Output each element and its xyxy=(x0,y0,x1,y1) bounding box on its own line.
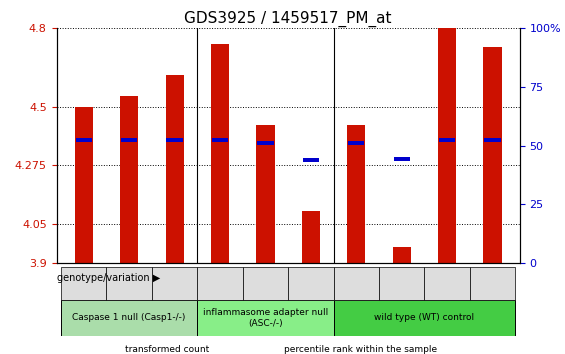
FancyBboxPatch shape xyxy=(333,267,379,299)
Bar xyxy=(76,138,92,142)
Text: wild type (WT) control: wild type (WT) control xyxy=(375,314,475,322)
Title: GDS3925 / 1459517_PM_at: GDS3925 / 1459517_PM_at xyxy=(184,11,392,27)
Bar xyxy=(121,138,137,142)
Bar xyxy=(302,211,320,263)
FancyBboxPatch shape xyxy=(61,267,106,299)
Bar xyxy=(167,138,182,142)
Text: genotype/variation ▶: genotype/variation ▶ xyxy=(58,273,160,283)
Bar xyxy=(75,107,93,263)
Bar xyxy=(106,344,118,354)
FancyBboxPatch shape xyxy=(288,267,333,299)
FancyBboxPatch shape xyxy=(197,299,333,336)
FancyBboxPatch shape xyxy=(197,267,243,299)
Text: inflammasome adapter null
(ASC-/-): inflammasome adapter null (ASC-/-) xyxy=(203,308,328,328)
FancyBboxPatch shape xyxy=(61,299,197,336)
FancyBboxPatch shape xyxy=(152,267,197,299)
FancyBboxPatch shape xyxy=(379,267,424,299)
FancyBboxPatch shape xyxy=(243,267,288,299)
Text: Caspase 1 null (Casp1-/-): Caspase 1 null (Casp1-/-) xyxy=(72,314,186,322)
FancyBboxPatch shape xyxy=(424,267,470,299)
Bar xyxy=(303,158,319,162)
Bar xyxy=(484,47,502,263)
Bar xyxy=(211,44,229,263)
Bar xyxy=(257,125,275,263)
Bar xyxy=(348,141,364,145)
Bar xyxy=(347,125,366,263)
Bar xyxy=(212,138,228,142)
Bar xyxy=(484,138,501,142)
Text: transformed count: transformed count xyxy=(125,345,209,354)
FancyBboxPatch shape xyxy=(333,299,515,336)
Bar xyxy=(120,96,138,263)
Bar xyxy=(393,247,411,263)
Text: percentile rank within the sample: percentile rank within the sample xyxy=(284,345,437,354)
Bar xyxy=(166,75,184,263)
FancyBboxPatch shape xyxy=(106,267,152,299)
Bar xyxy=(257,141,273,145)
Bar xyxy=(394,157,410,161)
Bar xyxy=(266,344,277,354)
Bar xyxy=(438,28,456,263)
FancyBboxPatch shape xyxy=(470,267,515,299)
Bar xyxy=(439,138,455,142)
